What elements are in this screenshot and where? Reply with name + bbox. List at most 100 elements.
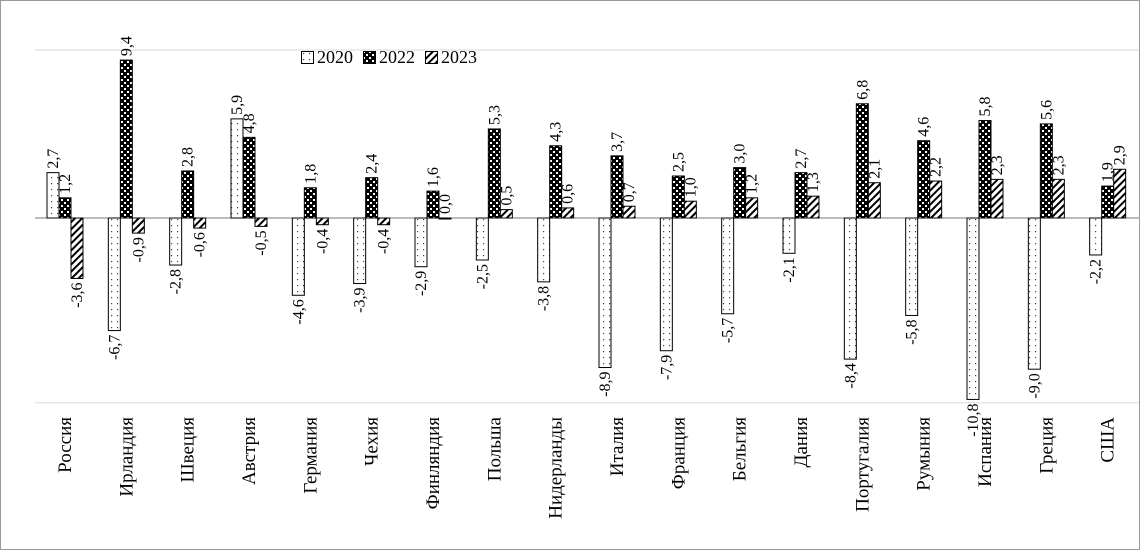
category-label: Австрия: [239, 417, 260, 485]
legend-item-2022: 2022: [363, 47, 415, 68]
data-label: -0,4: [314, 229, 331, 254]
category-label: Ирландия: [116, 417, 137, 497]
bar-2020: [598, 217, 612, 369]
bar-2020: [659, 217, 673, 352]
legend-item-2020: 2020: [301, 47, 353, 68]
category-label: Греция: [1036, 417, 1057, 474]
bar-2020: [843, 217, 857, 360]
data-label: -5,8: [904, 319, 921, 344]
data-label: 1,0: [682, 177, 699, 197]
data-label: 1,2: [57, 174, 74, 194]
bars: [46, 59, 1127, 400]
data-label: 2,2: [928, 157, 945, 177]
bar-2022: [1101, 185, 1115, 219]
data-label: 2,1: [866, 159, 883, 179]
data-labels: 2,7 1,2 -3,6 -6,7 9,4 -0,9 -2,8 2,8 -0,6 5,94,8 -0…: [45, 36, 1129, 437]
bar-2022: [426, 190, 440, 219]
category-label: Нидерланды: [546, 417, 567, 519]
bar-2023: [745, 197, 759, 219]
bar-2022: [181, 170, 195, 219]
data-label: -8,4: [842, 363, 859, 388]
data-label: -10,8: [965, 403, 982, 436]
bar-2023: [131, 217, 145, 234]
category-label: Италия: [607, 417, 628, 477]
bar-2020: [107, 217, 121, 332]
data-label: -6,7: [106, 335, 123, 360]
bar-2022: [242, 136, 256, 219]
category-label: Польша: [484, 416, 505, 481]
category-label: Румыния: [914, 417, 935, 491]
data-label: 1,2: [744, 174, 761, 194]
data-label: 2,4: [364, 154, 381, 174]
data-label: 2,3: [989, 155, 1006, 175]
data-label: -2,1: [781, 257, 798, 282]
bar-2022: [855, 103, 869, 219]
bar-2022: [671, 175, 685, 219]
data-label: 0,0: [437, 194, 454, 214]
data-label: 2,7: [793, 149, 810, 169]
bar-2020: [353, 217, 367, 285]
gridlines: [35, 49, 1139, 404]
category-label: США: [1098, 417, 1119, 463]
bar-2023: [499, 209, 513, 219]
data-label: 2,3: [1050, 155, 1067, 175]
category-label: Португалия: [852, 417, 873, 512]
data-label: 6,8: [854, 80, 871, 100]
data-label: 0,7: [621, 182, 638, 202]
bar-2023: [254, 217, 268, 227]
category-label: Россия: [55, 417, 76, 473]
data-label: -0,4: [376, 229, 393, 254]
category-label: Финляндия: [423, 417, 444, 510]
data-label: -2,8: [168, 269, 185, 294]
data-label: 9,4: [118, 36, 135, 56]
bar-2020: [291, 217, 305, 296]
bar-2023: [683, 200, 697, 219]
category-label: Швеция: [178, 417, 199, 483]
bar-2023: [806, 195, 820, 219]
data-label: 4,8: [241, 113, 258, 133]
legend-label: 2023: [441, 47, 477, 67]
bar-2020: [169, 217, 183, 266]
category-label: Франция: [668, 417, 689, 489]
data-label: 2,9: [1112, 145, 1129, 165]
bar-2023: [867, 182, 881, 219]
category-labels: Россия Ирландия Швеция Австрия Германия Чехия…: [55, 416, 1119, 518]
data-label: -7,9: [658, 355, 675, 380]
bar-2022: [487, 128, 501, 219]
data-label: -0,9: [130, 237, 147, 262]
data-label: 2,7: [45, 149, 62, 169]
data-label: -8,9: [597, 372, 614, 397]
data-label: -2,2: [1088, 259, 1105, 284]
data-label: 1,8: [302, 164, 319, 184]
legend-label: 2020: [317, 47, 353, 67]
data-label: -9,0: [1026, 373, 1043, 398]
bar-2022: [978, 120, 992, 219]
data-label: 5,6: [1038, 100, 1055, 120]
data-label: 1,6: [425, 167, 442, 187]
bar-2020: [46, 172, 60, 219]
bar-2022: [733, 167, 747, 219]
data-label: -0,5: [253, 230, 270, 255]
bar-2022: [610, 155, 624, 219]
data-label: -3,8: [536, 286, 553, 311]
bar-2020: [905, 217, 919, 316]
data-label: -3,9: [352, 288, 369, 313]
bar-2020: [721, 217, 735, 315]
data-label: 5,3: [486, 105, 503, 125]
bar-2020: [1027, 217, 1041, 370]
bar-2023: [193, 217, 207, 229]
bar-2020: [414, 217, 428, 268]
data-label: 3,7: [609, 132, 626, 152]
bar-2023: [1113, 168, 1127, 219]
data-label: -2,9: [413, 271, 430, 296]
data-label: 3,0: [732, 144, 749, 164]
bar-2022: [365, 177, 379, 219]
data-label: 4,3: [548, 122, 565, 142]
data-label: 5,8: [977, 97, 994, 117]
bar-2020: [1089, 217, 1103, 256]
bar-2020: [475, 217, 489, 261]
data-label: 0,6: [560, 184, 577, 204]
bar-2020: [782, 217, 796, 254]
